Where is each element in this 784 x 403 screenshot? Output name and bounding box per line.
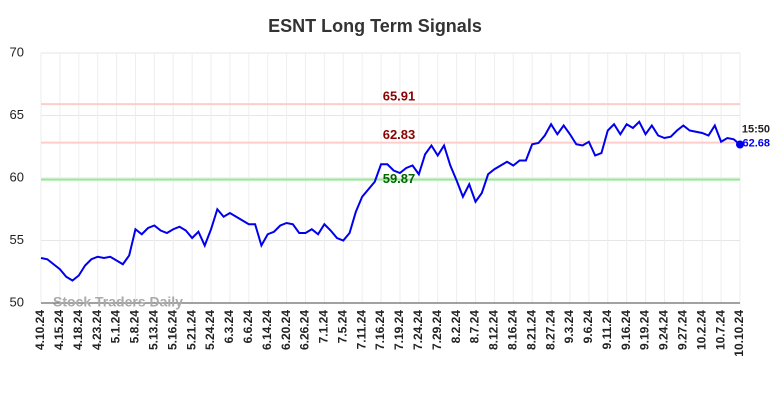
x-tick-label: 8.27.24 (543, 310, 557, 350)
y-tick-label: 70 (10, 44, 24, 59)
watermark: Stock Traders Daily (53, 294, 183, 310)
x-tick-label: 4.23.24 (90, 310, 104, 350)
last-point (736, 140, 744, 149)
x-tick-label: 10.2.24 (694, 310, 708, 350)
x-tick-label: 5.1.24 (109, 310, 123, 344)
x-tick-label: 9.3.24 (562, 310, 576, 344)
x-tick-label: 6.14.24 (260, 310, 274, 350)
x-tick-label: 9.11.24 (600, 310, 614, 350)
y-tick-label: 65 (10, 107, 24, 122)
y-tick-label: 55 (10, 232, 24, 247)
x-tick-label: 9.16.24 (619, 310, 633, 350)
x-tick-label: 8.7.24 (468, 310, 482, 344)
x-tick-label: 6.26.24 (298, 310, 312, 350)
reference-label: 65.91 (383, 89, 416, 104)
chart-title: ESNT Long Term Signals (268, 16, 482, 36)
x-tick-label: 9.19.24 (638, 310, 652, 350)
x-tick-label: 5.21.24 (184, 310, 198, 350)
x-tick-label: 9.24.24 (657, 310, 671, 350)
y-tick-label: 60 (10, 169, 24, 184)
x-tick-label: 8.16.24 (505, 310, 519, 350)
x-tick-label: 5.24.24 (203, 310, 217, 350)
y-tick-label: 50 (10, 294, 24, 309)
x-tick-label: 4.10.24 (33, 310, 47, 350)
x-tick-label: 7.11.24 (354, 310, 368, 350)
x-tick-label: 5.16.24 (165, 310, 179, 350)
x-tick-label: 9.6.24 (581, 310, 595, 344)
x-tick-label: 7.19.24 (392, 310, 406, 350)
x-tick-label: 7.29.24 (430, 310, 444, 350)
x-tick-label: 9.27.24 (675, 310, 689, 350)
x-tick-label: 6.3.24 (222, 310, 236, 344)
last-value: 62.68 (742, 137, 770, 149)
x-tick-label: 7.5.24 (335, 310, 349, 344)
x-tick-label: 8.21.24 (524, 310, 538, 350)
x-tick-label: 10.7.24 (713, 310, 727, 350)
x-tick-label: 7.24.24 (411, 310, 425, 350)
x-tick-label: 6.6.24 (241, 310, 255, 344)
x-tick-label: 10.10.24 (732, 310, 746, 357)
x-tick-label: 8.2.24 (449, 310, 463, 344)
x-tick-label: 5.13.24 (147, 310, 161, 350)
last-time: 15:50 (742, 123, 770, 135)
x-tick-label: 4.15.24 (52, 310, 66, 350)
x-tick-label: 4.18.24 (71, 310, 85, 350)
x-tick-label: 6.20.24 (279, 310, 293, 350)
x-tick-label: 7.1.24 (317, 310, 331, 344)
price-line (40, 120, 741, 282)
x-tick-label: 7.16.24 (373, 310, 387, 350)
reference-label: 62.83 (383, 127, 416, 142)
x-tick-label: 5.8.24 (128, 310, 142, 344)
reference-label: 59.87 (383, 171, 416, 186)
x-tick-label: 8.12.24 (487, 310, 501, 350)
